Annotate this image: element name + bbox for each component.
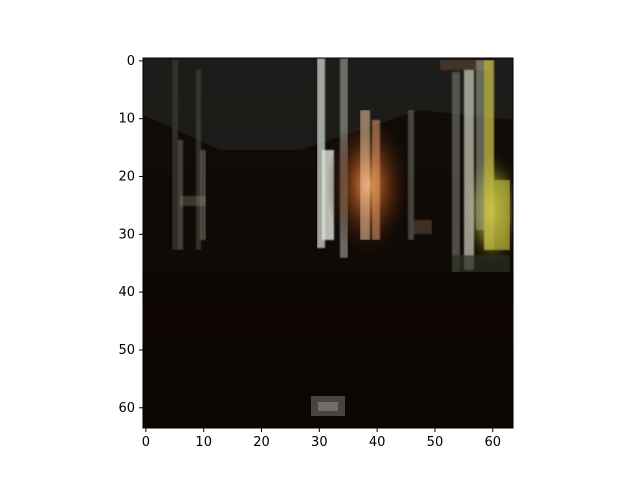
x-tick-label: 40	[369, 435, 386, 450]
y-tick-label: 0	[127, 54, 135, 69]
image-canvas	[143, 58, 513, 428]
x-tick-label: 0	[142, 435, 150, 450]
y-axis: 0 10 20 30 40 50 60	[118, 54, 143, 416]
y-tick-label: 30	[118, 227, 135, 242]
x-tick-label: 20	[253, 435, 270, 450]
y-tick-label: 40	[118, 285, 135, 300]
x-tick-label: 30	[311, 435, 328, 450]
x-tick-label: 50	[427, 435, 444, 450]
y-tick-label: 60	[118, 401, 135, 416]
y-tick-label: 20	[118, 170, 135, 185]
x-tick-label: 10	[195, 435, 212, 450]
x-axis: 0 10 20 30 40 50 60	[142, 428, 501, 450]
axes-frame	[142, 57, 514, 429]
y-tick-label: 50	[118, 343, 135, 358]
y-tick-label: 10	[118, 112, 135, 127]
x-tick-label: 60	[484, 435, 501, 450]
